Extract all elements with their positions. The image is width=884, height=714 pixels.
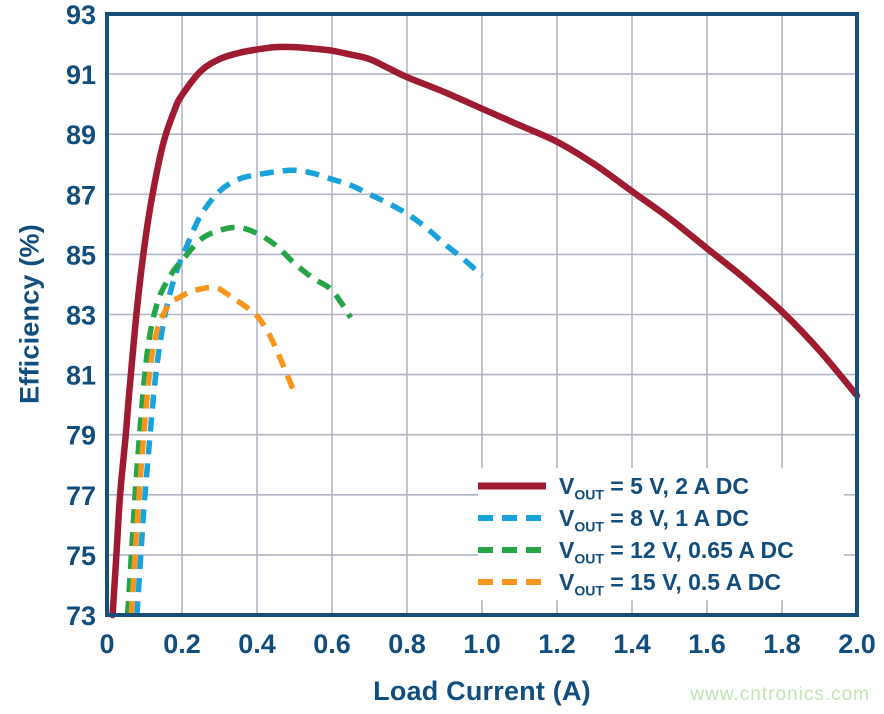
x-tick-label: 1.2 bbox=[538, 629, 576, 659]
x-tick-label: 1.8 bbox=[763, 629, 801, 659]
y-axis-title: Efficiency (%) bbox=[14, 224, 45, 404]
series-line-vout-5v bbox=[109, 43, 861, 619]
legend-label-vout-15v: VOUT = 15 V, 0.5 A DC bbox=[559, 568, 781, 599]
x-tick-label: 0.2 bbox=[163, 629, 201, 659]
plot-border bbox=[105, 12, 859, 617]
x-tick-label: 0.4 bbox=[238, 629, 276, 659]
chart-legend: VOUT = 5 V, 2 A DC VOUT = 8 V, 1 A DC VOUT… bbox=[478, 468, 844, 600]
watermark-text: www.cntronics.com bbox=[690, 684, 870, 705]
series-line-vout-8v bbox=[134, 167, 484, 616]
y-tick-label: 87 bbox=[66, 180, 96, 210]
legend-row-vout-12v: VOUT = 12 V, 0.65 A DC bbox=[478, 535, 844, 566]
y-tick-label: 89 bbox=[66, 120, 96, 150]
y-tick-label: 79 bbox=[66, 421, 96, 451]
legend-swatch-vout-12v bbox=[478, 547, 546, 553]
legend-row-vout-5v: VOUT = 5 V, 2 A DC bbox=[478, 471, 844, 502]
y-tick-label: 85 bbox=[66, 240, 96, 270]
legend-swatch-vout-15v bbox=[478, 579, 546, 585]
x-axis-title: Load Current (A) bbox=[373, 676, 591, 706]
y-tick-label: 81 bbox=[66, 361, 96, 391]
x-tick-label: 2.0 bbox=[838, 629, 876, 659]
y-tick-label: 75 bbox=[66, 541, 96, 571]
x-tick-label: 0.6 bbox=[313, 629, 351, 659]
legend-label-vout-5v: VOUT = 5 V, 2 A DC bbox=[559, 472, 750, 503]
y-tick-label: 77 bbox=[66, 481, 96, 511]
y-tick-label: 73 bbox=[66, 601, 96, 631]
x-tick-label: 0 bbox=[99, 629, 114, 659]
x-tick-label: 0.8 bbox=[388, 629, 426, 659]
x-tick-label: 1.6 bbox=[688, 629, 726, 659]
legend-label-vout-12v: VOUT = 12 V, 0.65 A DC bbox=[559, 536, 794, 567]
series-line-vout-15v bbox=[128, 284, 298, 616]
y-tick-label: 83 bbox=[66, 301, 96, 331]
legend-swatch-vout-8v bbox=[478, 515, 546, 521]
x-tick-label: 1.4 bbox=[613, 629, 651, 659]
y-tick-label: 91 bbox=[66, 60, 96, 90]
series-line-vout-12v bbox=[124, 224, 354, 616]
x-tick-label: 1.0 bbox=[463, 629, 501, 659]
legend-row-vout-8v: VOUT = 8 V, 1 A DC bbox=[478, 503, 844, 534]
y-tick-label: 93 bbox=[66, 0, 96, 30]
legend-swatch-vout-5v bbox=[478, 482, 546, 490]
legend-label-vout-8v: VOUT = 8 V, 1 A DC bbox=[559, 504, 750, 535]
legend-row-vout-15v: VOUT = 15 V, 0.5 A DC bbox=[478, 567, 844, 598]
